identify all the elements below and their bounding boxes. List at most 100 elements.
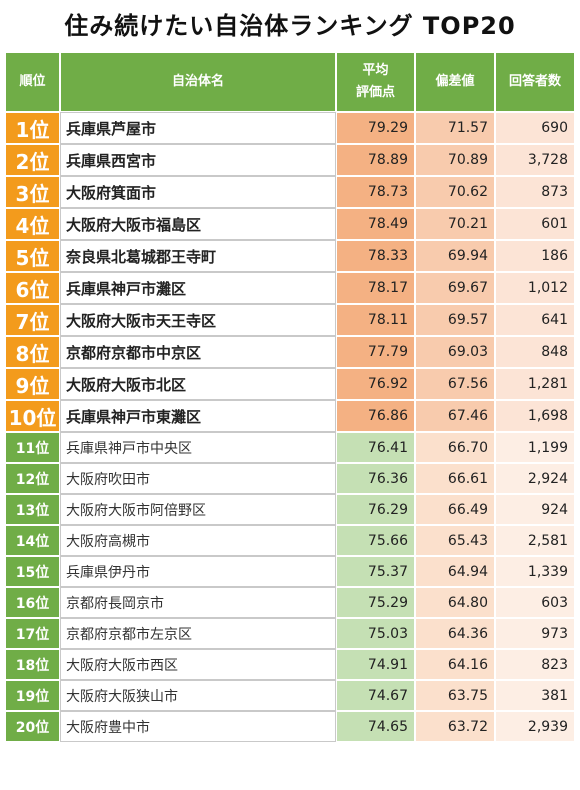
header-deviation: 偏差値 <box>415 52 495 112</box>
municipality-name: 大阪府高槻市 <box>60 525 336 556</box>
municipality-name: 奈良県北葛城郡王寺町 <box>60 240 336 272</box>
deviation-score: 66.49 <box>415 494 495 525</box>
average-score: 75.29 <box>336 587 415 618</box>
deviation-score: 63.75 <box>415 680 495 711</box>
table-row: 20位 大阪府豊中市 74.65 63.72 2,939 <box>5 711 575 742</box>
table-row: 7位 大阪府大阪市天王寺区 78.11 69.57 641 <box>5 304 575 336</box>
respondent-count: 1,012 <box>495 272 575 304</box>
respondent-count: 641 <box>495 304 575 336</box>
average-score: 75.66 <box>336 525 415 556</box>
table-row: 6位 兵庫県神戸市灘区 78.17 69.67 1,012 <box>5 272 575 304</box>
rank-cell: 11位 <box>5 432 60 463</box>
respondent-count: 690 <box>495 112 575 144</box>
municipality-name: 大阪府大阪狭山市 <box>60 680 336 711</box>
rank-cell: 16位 <box>5 587 60 618</box>
average-score: 79.29 <box>336 112 415 144</box>
table-row: 18位 大阪府大阪市西区 74.91 64.16 823 <box>5 649 575 680</box>
average-score: 74.67 <box>336 680 415 711</box>
average-score: 77.79 <box>336 336 415 368</box>
rank-cell: 6位 <box>5 272 60 304</box>
average-score: 75.03 <box>336 618 415 649</box>
average-score: 74.65 <box>336 711 415 742</box>
deviation-score: 67.56 <box>415 368 495 400</box>
rank-cell: 5位 <box>5 240 60 272</box>
average-score: 75.37 <box>336 556 415 587</box>
municipality-name: 京都府京都市左京区 <box>60 618 336 649</box>
header-name: 自治体名 <box>60 52 336 112</box>
average-score: 78.49 <box>336 208 415 240</box>
table-row: 14位 大阪府高槻市 75.66 65.43 2,581 <box>5 525 575 556</box>
municipality-name: 大阪府大阪市天王寺区 <box>60 304 336 336</box>
rank-cell: 7位 <box>5 304 60 336</box>
average-score: 76.29 <box>336 494 415 525</box>
municipality-name: 大阪府大阪市阿倍野区 <box>60 494 336 525</box>
header-average-score: 平均 評価点 <box>336 52 415 112</box>
respondent-count: 924 <box>495 494 575 525</box>
respondent-count: 973 <box>495 618 575 649</box>
table-row: 19位 大阪府大阪狭山市 74.67 63.75 381 <box>5 680 575 711</box>
table-row: 5位 奈良県北葛城郡王寺町 78.33 69.94 186 <box>5 240 575 272</box>
respondent-count: 186 <box>495 240 575 272</box>
table-row: 8位 京都府京都市中京区 77.79 69.03 848 <box>5 336 575 368</box>
municipality-name: 大阪府大阪市西区 <box>60 649 336 680</box>
deviation-score: 69.57 <box>415 304 495 336</box>
deviation-score: 70.89 <box>415 144 495 176</box>
rank-cell: 8位 <box>5 336 60 368</box>
average-score: 74.91 <box>336 649 415 680</box>
header-rank: 順位 <box>5 52 60 112</box>
page-title: 住み続けたい自治体ランキング TOP20 <box>64 12 516 40</box>
respondent-count: 2,924 <box>495 463 575 494</box>
rank-cell: 15位 <box>5 556 60 587</box>
respondent-count: 3,728 <box>495 144 575 176</box>
table-row: 3位 大阪府箕面市 78.73 70.62 873 <box>5 176 575 208</box>
rank-cell: 10位 <box>5 400 60 432</box>
table-header-row: 順位 自治体名 平均 評価点 偏差値 回答者数 <box>5 52 575 112</box>
respondent-count: 381 <box>495 680 575 711</box>
header-average-line2: 評価点 <box>355 85 395 100</box>
deviation-score: 69.94 <box>415 240 495 272</box>
rank-cell: 18位 <box>5 649 60 680</box>
deviation-score: 66.70 <box>415 432 495 463</box>
respondent-count: 873 <box>495 176 575 208</box>
deviation-score: 67.46 <box>415 400 495 432</box>
rank-cell: 2位 <box>5 144 60 176</box>
table-row: 15位 兵庫県伊丹市 75.37 64.94 1,339 <box>5 556 575 587</box>
average-score: 76.36 <box>336 463 415 494</box>
table-row: 2位 兵庫県西宮市 78.89 70.89 3,728 <box>5 144 575 176</box>
deviation-score: 66.61 <box>415 463 495 494</box>
deviation-score: 65.43 <box>415 525 495 556</box>
respondent-count: 823 <box>495 649 575 680</box>
respondent-count: 1,199 <box>495 432 575 463</box>
deviation-score: 70.21 <box>415 208 495 240</box>
municipality-name: 京都府京都市中京区 <box>60 336 336 368</box>
rank-cell: 1位 <box>5 112 60 144</box>
respondent-count: 601 <box>495 208 575 240</box>
municipality-name: 兵庫県神戸市灘区 <box>60 272 336 304</box>
municipality-name: 大阪府大阪市北区 <box>60 368 336 400</box>
deviation-score: 70.62 <box>415 176 495 208</box>
respondent-count: 2,581 <box>495 525 575 556</box>
deviation-score: 71.57 <box>415 112 495 144</box>
municipality-name: 大阪府箕面市 <box>60 176 336 208</box>
respondent-count: 1,281 <box>495 368 575 400</box>
header-respondents: 回答者数 <box>495 52 575 112</box>
table-row: 17位 京都府京都市左京区 75.03 64.36 973 <box>5 618 575 649</box>
rank-cell: 13位 <box>5 494 60 525</box>
deviation-score: 69.67 <box>415 272 495 304</box>
rank-cell: 4位 <box>5 208 60 240</box>
deviation-score: 69.03 <box>415 336 495 368</box>
table-row: 9位 大阪府大阪市北区 76.92 67.56 1,281 <box>5 368 575 400</box>
rank-cell: 19位 <box>5 680 60 711</box>
municipality-name: 大阪府大阪市福島区 <box>60 208 336 240</box>
respondent-count: 603 <box>495 587 575 618</box>
municipality-name: 京都府長岡京市 <box>60 587 336 618</box>
municipality-name: 兵庫県神戸市東灘区 <box>60 400 336 432</box>
municipality-name: 大阪府豊中市 <box>60 711 336 742</box>
table-row: 13位 大阪府大阪市阿倍野区 76.29 66.49 924 <box>5 494 575 525</box>
rank-cell: 17位 <box>5 618 60 649</box>
average-score: 78.17 <box>336 272 415 304</box>
municipality-name: 兵庫県伊丹市 <box>60 556 336 587</box>
rank-cell: 3位 <box>5 176 60 208</box>
average-score: 78.33 <box>336 240 415 272</box>
table-row: 16位 京都府長岡京市 75.29 64.80 603 <box>5 587 575 618</box>
